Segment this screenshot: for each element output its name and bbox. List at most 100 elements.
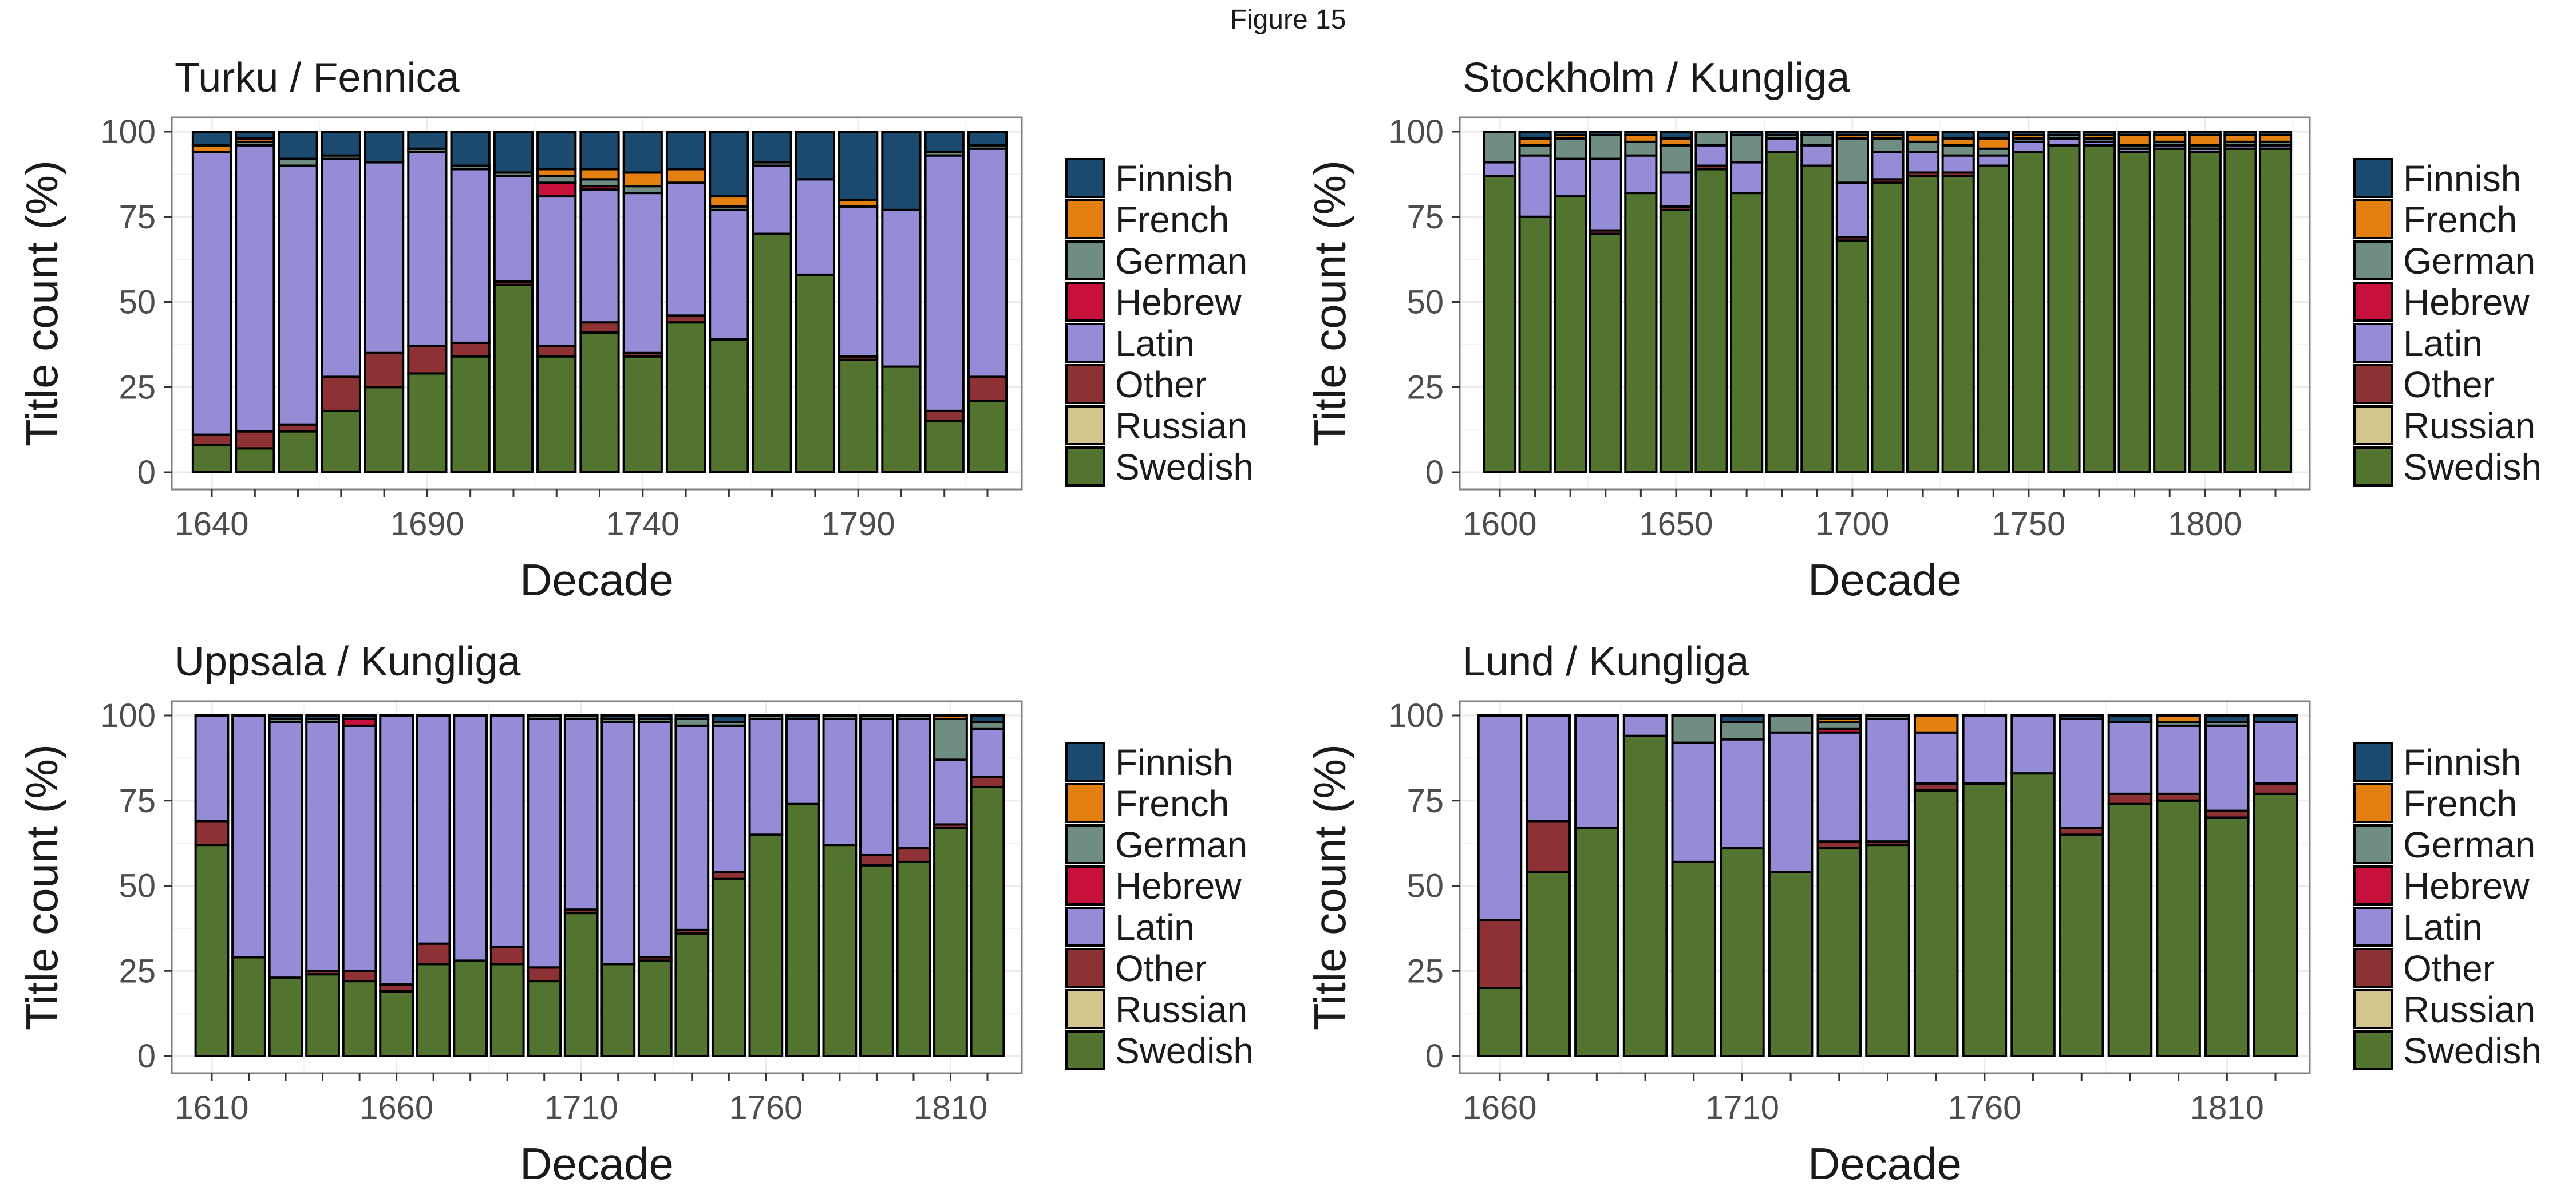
- bar-segment-latin: [674, 724, 710, 931]
- y-tick-label: 75: [1406, 782, 1444, 820]
- bar-segment-swedish: [2153, 147, 2187, 473]
- bar-segment-latin: [416, 714, 451, 945]
- bar-segment-german: [1659, 144, 1693, 174]
- bar-segment-other: [2253, 782, 2298, 795]
- x-tick-label: 1660: [1463, 1089, 1536, 1126]
- legend-label-german: German: [1115, 824, 1247, 865]
- bar-segment-french: [2188, 133, 2222, 147]
- legend-label-hebrew: Hebrew: [2403, 282, 2530, 323]
- bar-segment-german: [563, 714, 599, 720]
- x-tick-label: 1690: [390, 505, 464, 543]
- x-tick-label: 1740: [606, 505, 679, 543]
- legend-label-swedish: Swedish: [2403, 446, 2542, 488]
- bar-segment-swedish: [2010, 772, 2056, 1057]
- plot-border: [1459, 700, 2311, 1074]
- bar-segment-swedish: [489, 963, 525, 1057]
- y-tick-label: 0: [137, 454, 156, 491]
- chart-panel: Uppsala / Kungliga 0 25 50 75 100 1610 1660 1710…: [17, 639, 1254, 1189]
- bar-segment-latin: [268, 721, 303, 979]
- bar-segment-swedish: [1913, 789, 1959, 1057]
- legend-label-french: French: [2403, 783, 2517, 824]
- bar-segment-german: [1871, 137, 1905, 153]
- legend-swatch-hebrew: [2353, 865, 2393, 906]
- x-axis-title: Decade: [520, 1138, 674, 1189]
- bar-segment-swedish: [321, 409, 361, 474]
- legend-swatch-other: [2353, 948, 2393, 988]
- bar-segment-german: [1624, 140, 1658, 157]
- bar-segment-swedish: [2012, 151, 2045, 473]
- bar-segment-finnish: [752, 131, 792, 164]
- y-tick-label: 100: [1388, 697, 1444, 734]
- bar-segment-swedish: [795, 273, 836, 473]
- bar-segment-latin: [1483, 161, 1517, 177]
- bar-segment-swedish: [379, 990, 414, 1058]
- legend-label-latin: Latin: [2403, 907, 2483, 948]
- bar-segment-finnish: [2188, 131, 2222, 136]
- bar-segment-german: [1483, 131, 1517, 164]
- bar-segment-other: [364, 351, 405, 389]
- y-tick-label: 100: [100, 113, 156, 151]
- x-tick-label: 1750: [1992, 505, 2065, 543]
- y-tick-label: 25: [1406, 952, 1444, 990]
- bar-segment-swedish: [1977, 164, 2010, 473]
- legend: FinnishFrenchGermanHebrewLatinOtherRussi…: [1065, 742, 1254, 1071]
- bar-segment-latin: [1941, 154, 1975, 174]
- bar-segment-swedish: [278, 430, 318, 473]
- bar-segment-swedish: [1526, 871, 1571, 1057]
- bar-segment-finnish: [1765, 131, 1799, 136]
- bar-segment-latin: [1574, 714, 1619, 829]
- bar-segment-finnish: [305, 714, 340, 720]
- bar-segment-swedish: [2188, 151, 2222, 473]
- y-tick-label: 75: [118, 782, 156, 820]
- bar-segment-other: [416, 942, 451, 966]
- bar-segment-other: [859, 853, 894, 867]
- legend-swatch-hebrew: [1065, 865, 1105, 906]
- bar-segment-finnish: [665, 131, 706, 171]
- bar-segment-swedish: [416, 963, 451, 1057]
- bar-segment-latin: [822, 717, 858, 847]
- legend-swatch-other: [1065, 364, 1105, 404]
- bar-segment-swedish: [859, 864, 894, 1057]
- bar-segment-swedish: [1865, 844, 1910, 1057]
- bar-segment-swedish: [2156, 799, 2201, 1057]
- bar-segment-finnish: [1659, 131, 1693, 140]
- bar-segment-swedish: [2082, 144, 2116, 474]
- legend-label-hebrew: Hebrew: [1115, 282, 1242, 323]
- bar-segment-swedish: [709, 338, 749, 474]
- legend-label-swedish: Swedish: [1115, 446, 1254, 488]
- bar-segment-finnish: [881, 131, 922, 211]
- legend-swatch-finnish: [1065, 158, 1105, 198]
- bar-segment-latin: [453, 714, 488, 962]
- bar-segment-finnish: [536, 131, 577, 171]
- bar-segment-latin: [881, 208, 922, 368]
- chart-panel: Turku / Fennica 0 25 50 75 100 1640 1690 1740 179…: [17, 55, 1254, 605]
- bar-segment-swedish: [1659, 208, 1693, 473]
- bar-segment-other: [924, 409, 965, 422]
- bar-segment-swedish: [1906, 175, 1940, 474]
- chart-panel: Lund / Kungliga 0 25 50 75 100 1660 1710 1760 181…: [1305, 639, 2542, 1189]
- bar-segment-swedish: [822, 844, 858, 1057]
- panel-title: Lund / Kungliga: [1463, 639, 1749, 685]
- bar-segment-german: [1518, 144, 1552, 157]
- bar-segment-swedish: [2107, 802, 2153, 1057]
- bar-segment-swedish: [785, 802, 820, 1057]
- bar-segment-latin: [1977, 154, 2010, 167]
- bar-segment-swedish: [933, 827, 968, 1057]
- bar-segment-german: [748, 714, 784, 720]
- bar-segment-latin: [2012, 140, 2045, 153]
- legend-swatch-other: [2353, 364, 2393, 404]
- y-tick-label: 100: [1388, 113, 1444, 151]
- bar-segment-german: [1554, 137, 1587, 160]
- bar-segment-finnish: [1624, 131, 1658, 136]
- legend-label-german: German: [2403, 824, 2535, 865]
- legend-swatch-finnish: [2353, 742, 2393, 782]
- bar-segment-latin: [450, 168, 491, 344]
- bar-segment-french: [1977, 137, 2010, 150]
- bar-segment-swedish: [1816, 847, 1862, 1057]
- bar-segment-swedish: [1768, 871, 1814, 1057]
- bar-segment-finnish: [2047, 131, 2081, 136]
- bar-segment-other: [407, 345, 448, 375]
- legend-label-french: French: [1115, 199, 1229, 240]
- bar-segment-other: [2107, 792, 2153, 805]
